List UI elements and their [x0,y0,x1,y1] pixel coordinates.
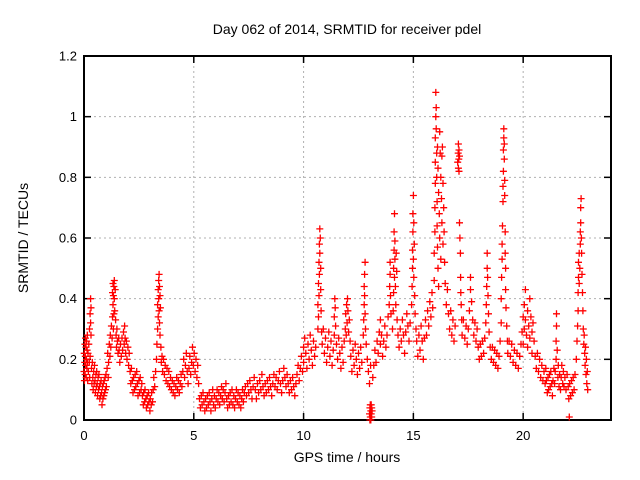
y-tick-label: 1.2 [59,49,77,64]
scatter-series [80,88,592,424]
y-tick-label: 0.4 [59,291,77,306]
y-tick-label: 0.6 [59,231,77,246]
y-axis-label: SRMTID / TECUs [15,183,31,293]
y-tick-label: 0.2 [59,352,77,367]
x-tick-labels: 0 5 10 15 20 [80,428,530,443]
x-tick-label: 15 [406,428,420,443]
x-tick-label: 10 [296,428,310,443]
gridlines [84,56,611,420]
x-tick-label: 20 [516,428,530,443]
y-tick-label: 0 [70,413,77,428]
x-tick-label: 5 [190,428,197,443]
data-points [80,88,592,424]
y-tick-label: 0.8 [59,170,77,185]
plot-border [83,55,612,421]
x-tick-label: 0 [80,428,87,443]
y-tick-label: 1 [70,109,77,124]
chart-title: Day 062 of 2014, SRMTID for receiver pde… [213,21,481,37]
x-axis-label: GPS time / hours [294,449,401,465]
y-tick-labels: 0 0.2 0.4 0.6 0.8 1 1.2 [59,49,77,428]
